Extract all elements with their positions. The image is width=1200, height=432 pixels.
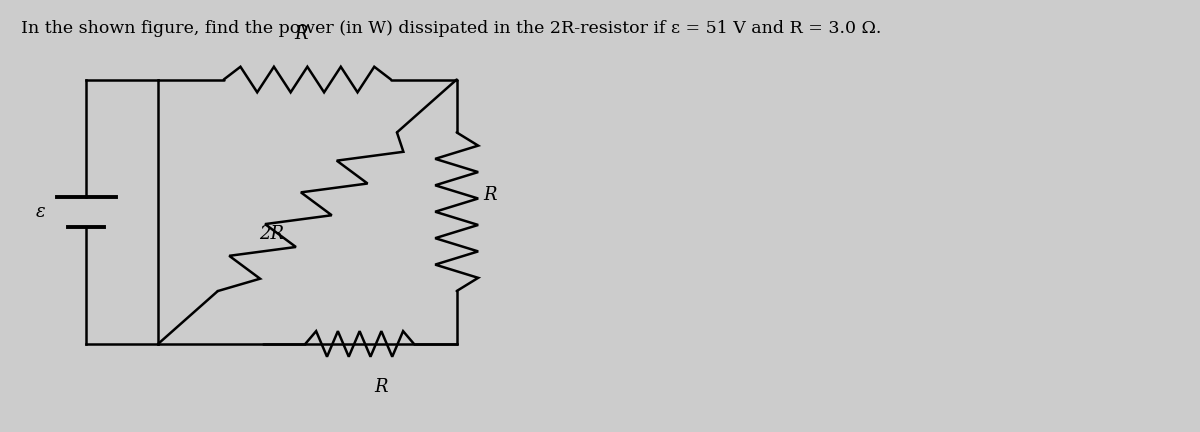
Text: In the shown figure, find the power (in W) dissipated in the 2R-resistor if ε = : In the shown figure, find the power (in … — [20, 20, 881, 37]
Text: R: R — [295, 25, 308, 43]
Text: R: R — [482, 186, 497, 203]
Text: R: R — [374, 378, 388, 396]
Text: ε: ε — [36, 203, 46, 221]
Text: 2R: 2R — [259, 225, 284, 242]
